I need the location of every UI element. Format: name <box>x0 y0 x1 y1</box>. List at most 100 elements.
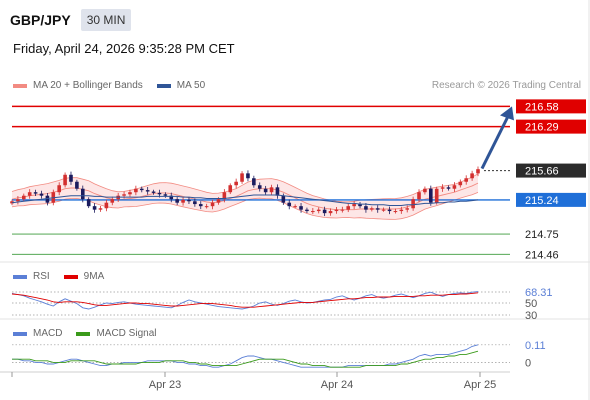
candle-body <box>175 199 179 203</box>
legend-label-ma50: MA 50 <box>176 80 206 91</box>
candle-body <box>417 192 421 200</box>
candle-body <box>193 201 197 205</box>
candle-body <box>240 173 244 182</box>
candle <box>293 204 297 209</box>
candle-body <box>169 195 174 200</box>
candle-body <box>476 169 480 174</box>
candle-body <box>16 199 20 202</box>
candle <box>393 208 398 214</box>
rsi-legend: RSI 9MA <box>13 271 118 282</box>
macd-series-0 <box>12 344 479 368</box>
candle <box>63 172 67 188</box>
x-axis: Apr 23 Apr 24 Apr 25 <box>11 372 496 391</box>
candle <box>45 192 50 206</box>
candle-body <box>163 194 168 196</box>
candle-body <box>269 187 274 193</box>
bollinger-upper <box>11 173 479 203</box>
forecast-arrow-shaft <box>480 115 510 170</box>
level-label-box-1 <box>516 119 586 134</box>
candle-body <box>405 208 410 210</box>
candle <box>193 198 197 207</box>
candle-body <box>299 206 303 210</box>
legend-item-bollinger: MA 20 + Bollinger Bands <box>13 80 143 91</box>
level-label-2: 215.66 <box>525 166 559 178</box>
candle-body <box>122 194 126 196</box>
level-label-4: 214.75 <box>525 229 559 241</box>
candle-body <box>134 188 138 193</box>
candle <box>240 171 244 184</box>
candlesticks <box>10 166 480 217</box>
legend-swatch-rsi <box>13 274 27 279</box>
timeframe-badge[interactable]: 30 MIN <box>80 9 132 31</box>
candle-body <box>27 192 32 196</box>
candle-body <box>57 185 61 193</box>
candle-body <box>470 173 474 179</box>
candle-body <box>228 185 233 193</box>
legend-swatch-macd-signal <box>76 331 91 336</box>
level-label-3: 215.24 <box>525 195 559 207</box>
x-tick-label-0: Apr 23 <box>149 379 181 391</box>
candle-body <box>139 188 144 191</box>
candle <box>175 196 179 206</box>
candle <box>139 186 144 193</box>
candle <box>169 192 174 203</box>
candle-body <box>246 173 250 179</box>
candle <box>145 186 150 195</box>
candle <box>346 203 351 213</box>
level-label-0: 216.58 <box>525 101 559 113</box>
candle <box>470 170 474 181</box>
candle <box>263 185 268 195</box>
candle <box>434 186 439 205</box>
candle-body <box>434 188 439 203</box>
candle <box>27 189 32 199</box>
rsi-level-label-2: 30 <box>525 310 537 322</box>
candle <box>252 175 256 188</box>
candle-body <box>110 199 115 203</box>
candle <box>257 182 262 192</box>
candle <box>275 184 280 199</box>
candle <box>57 182 61 196</box>
symbol-title: GBP/JPY <box>10 12 71 28</box>
level-label-box-2 <box>516 163 586 178</box>
candle <box>387 206 392 215</box>
candle <box>86 197 91 209</box>
candle-body <box>145 190 150 192</box>
price-levels <box>12 105 510 255</box>
candle-body <box>33 192 38 194</box>
candle-body <box>257 185 262 189</box>
candle-body <box>151 191 156 193</box>
legend-label-rsi-ma: 9MA <box>83 271 105 282</box>
candle-body <box>293 206 297 208</box>
ma50-line <box>11 194 479 206</box>
candle-body <box>423 188 427 193</box>
candle <box>375 205 380 213</box>
candle-body <box>346 206 351 210</box>
candle-body <box>39 193 44 196</box>
candle-body <box>393 211 398 213</box>
candle-body <box>322 209 327 214</box>
candle <box>417 189 421 203</box>
candle-body <box>63 174 67 186</box>
candle <box>228 183 233 195</box>
candle <box>316 207 321 214</box>
candle-body <box>263 188 268 193</box>
candle <box>39 190 44 199</box>
legend-label-rsi: RSI <box>33 271 50 282</box>
candle-body <box>328 211 333 214</box>
candle <box>110 196 115 206</box>
legend-swatch-rsi-ma <box>63 274 78 279</box>
candle-body <box>80 188 85 200</box>
candle <box>204 203 209 209</box>
candle-body <box>75 181 79 189</box>
candle-body <box>287 202 292 207</box>
candle-body <box>375 208 380 210</box>
candle <box>16 196 20 205</box>
candle-body <box>281 195 286 203</box>
candle <box>358 202 362 209</box>
candle <box>246 170 250 182</box>
candle-body <box>252 178 256 186</box>
candle-body <box>334 209 339 212</box>
candle <box>381 207 386 212</box>
chart-header: GBP/JPY 30 MIN <box>10 9 132 31</box>
